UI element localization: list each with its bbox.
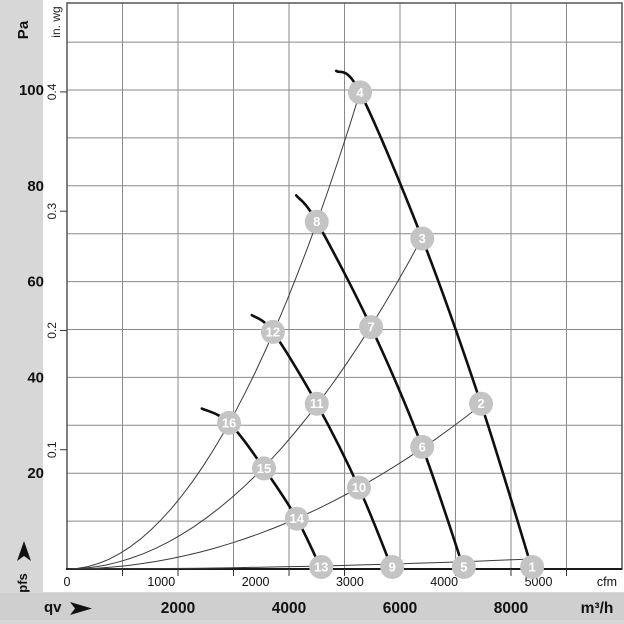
pa-tick-label: 100	[19, 82, 44, 99]
operating-point-marker	[217, 410, 242, 435]
inwg-tick-label: 0.2	[45, 322, 59, 339]
operating-point-number: 12	[266, 324, 280, 339]
operating-point-number: 13	[314, 560, 328, 575]
pa-tick-label: 20	[27, 465, 44, 482]
operating-point-marker	[346, 475, 371, 500]
curve-9-10-11-12	[250, 313, 394, 571]
system-line-through-3-7-11-15	[66, 237, 423, 570]
operating-point-number: 8	[313, 214, 320, 229]
chart-paper	[43, 0, 624, 592]
curve-5-6-7-8	[294, 194, 466, 571]
cfm-tick-label: 1000	[147, 575, 175, 589]
curve-13-14-15-16	[200, 407, 323, 571]
cfm-tick-label: 3000	[336, 575, 364, 589]
operating-point-marker	[284, 506, 309, 531]
operating-point-marker	[410, 226, 435, 251]
inwg-tick-label: 0.3	[45, 203, 59, 220]
operating-point-number: 3	[419, 231, 426, 246]
m3h-unit-label: m³/h	[581, 600, 614, 617]
cfm-tick-label: 4000	[430, 575, 458, 589]
operating-point-marker	[252, 456, 277, 481]
operating-point-marker	[348, 80, 373, 105]
pa-tick-label: 60	[27, 274, 44, 291]
pressure-axis-title: Pa	[15, 20, 32, 40]
operating-point-number: 6	[419, 439, 426, 454]
operating-point-marker	[520, 555, 545, 579]
m3h-tick-label: 6000	[383, 600, 417, 617]
operating-point-marker	[260, 319, 285, 344]
operating-point-marker	[304, 209, 329, 234]
operating-point-number: 7	[368, 320, 375, 335]
operating-point-marker	[451, 555, 476, 579]
operating-point-marker	[304, 391, 329, 416]
operating-point-marker	[469, 391, 494, 416]
m3h-tick-label: 2000	[161, 600, 195, 617]
operating-point-number: 1	[528, 560, 535, 575]
pa-tick-label: 40	[27, 369, 44, 386]
m3h-tick-label: 4000	[272, 600, 306, 617]
cfm-unit-label: cfm	[597, 575, 617, 589]
operating-point-number: 14	[290, 511, 305, 526]
cfm-tick-label: 0	[64, 575, 71, 589]
operating-point-marker	[380, 555, 405, 579]
operating-point-number: 9	[389, 560, 396, 575]
operating-point-number: 16	[222, 415, 236, 430]
operating-point-number: 15	[257, 461, 271, 476]
inwg-tick-label: 0.1	[45, 441, 59, 458]
operating-point-marker	[359, 315, 384, 340]
m3h-tick-label: 8000	[494, 600, 528, 617]
flow-axis-symbol: qv	[44, 599, 62, 616]
pa-tick-label: 80	[27, 178, 44, 195]
pressure-axis-arrow-icon	[17, 541, 31, 561]
operating-point-marker	[410, 434, 435, 459]
operating-point-marker	[309, 555, 334, 579]
cfm-tick-label: 2000	[242, 575, 270, 589]
inwg-tick-label: 0.4	[45, 83, 59, 100]
flow-unit-band	[0, 593, 624, 620]
operating-point-number: 11	[310, 396, 324, 411]
operating-point-number: 4	[356, 85, 364, 100]
pressure-secondary-axis-title: in. wg	[49, 6, 63, 38]
system-line-through-4-8-12-16	[66, 92, 361, 570]
system-line-through-2-6-10-14	[66, 404, 482, 570]
operating-point-number: 10	[352, 480, 366, 495]
flow-axis-arrow-icon	[70, 602, 92, 615]
operating-point-number: 5	[460, 560, 467, 575]
operating-point-number: 2	[477, 396, 484, 411]
